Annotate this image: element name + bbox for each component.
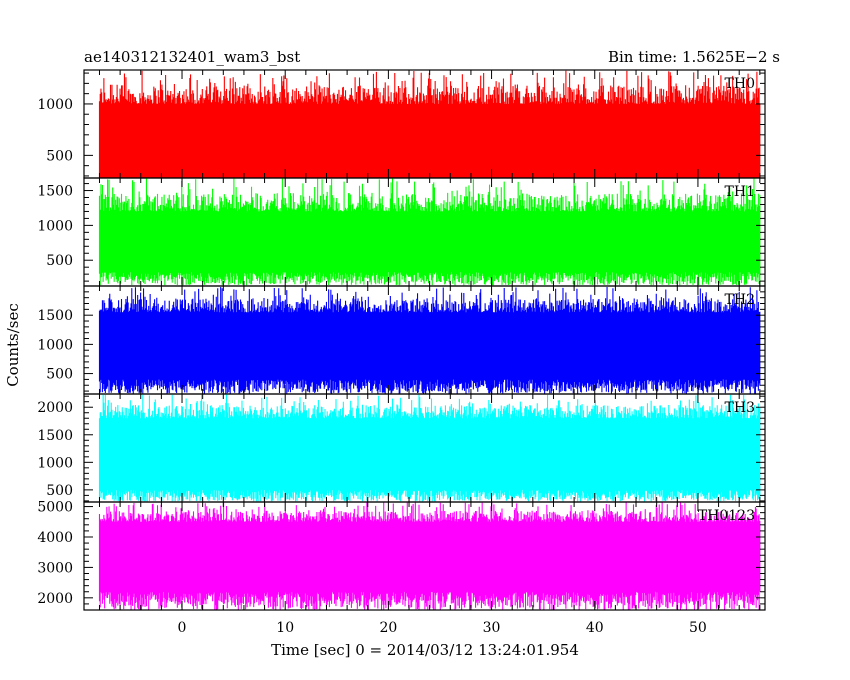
y-tick-label: 2000: [37, 591, 73, 607]
y-tick-label: 3000: [37, 560, 73, 576]
series-band-th3: [99, 431, 760, 484]
series-th3: [98, 394, 761, 502]
series-band-th1: [99, 224, 760, 266]
y-tick-label: 5000: [37, 500, 73, 516]
x-tick-label: 40: [586, 620, 604, 636]
y-tick-label: 1500: [37, 184, 73, 200]
y-tick-label: 500: [46, 367, 73, 383]
series-band-th0123: [99, 534, 760, 586]
x-tick-label: 20: [379, 620, 397, 636]
y-tick-label: 1000: [37, 337, 73, 353]
series-th0: [98, 70, 761, 178]
panel-label-th2: TH2: [725, 292, 755, 308]
chart-title: ae140312132401_wam3_bst: [84, 48, 300, 66]
y-tick-label: 1500: [37, 428, 73, 444]
series-band-th2: [99, 325, 760, 373]
x-tick-label: 0: [178, 620, 187, 636]
series-th1: [98, 178, 761, 286]
panel-label-th0: TH0: [725, 76, 755, 92]
y-tick-label: 1000: [37, 97, 73, 113]
x-tick-label: 50: [689, 620, 707, 636]
y-tick-label: 1000: [37, 218, 73, 234]
x-tick-label: 30: [483, 620, 501, 636]
y-tick-label: 500: [46, 253, 73, 269]
y-tick-label: 1000: [37, 455, 73, 471]
y-tick-label: 500: [46, 148, 73, 164]
y-tick-label: 2000: [37, 400, 73, 416]
y-tick-label: 4000: [37, 530, 73, 546]
series-th2: [98, 287, 761, 394]
y-tick-label: 500: [46, 483, 73, 499]
panel-frame-th0123: [83, 501, 766, 611]
series-band-th0: [99, 116, 760, 178]
panel-label-th1: TH1: [725, 184, 755, 200]
y-tick-label: 1500: [37, 308, 73, 324]
panel-label-th3: TH3: [725, 400, 755, 416]
series-th0123: [98, 502, 761, 610]
panel-label-th0123: TH0123: [698, 508, 755, 524]
x-axis-label: Time [sec] 0 = 2014/03/12 13:24:01.954: [271, 641, 579, 659]
x-tick-label: 10: [276, 620, 294, 636]
y-axis-label: Counts/sec: [4, 303, 22, 387]
bin-time-label: Bin time: 1.5625E−2 s: [608, 48, 780, 66]
